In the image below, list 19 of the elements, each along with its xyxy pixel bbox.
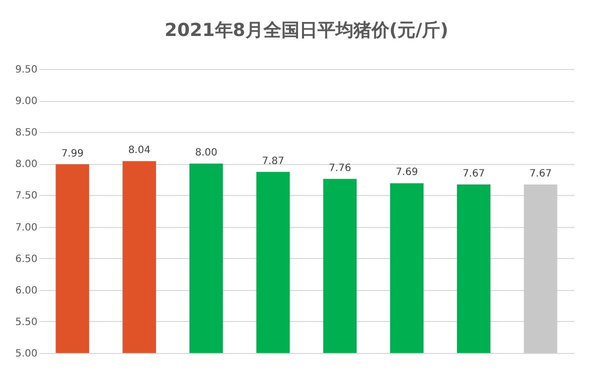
data-label: 7.87	[262, 156, 284, 167]
y-tick-label: 8.50	[15, 128, 38, 139]
data-label: 8.00	[195, 148, 218, 159]
y-tick-label: 8.00	[15, 159, 38, 170]
y-tick-label: 6.50	[15, 254, 38, 265]
data-label: 7.76	[328, 162, 352, 174]
data-label: 8.04	[128, 145, 150, 156]
y-tick-label: 5.50	[15, 316, 38, 328]
y-tick-label: 7.00	[15, 222, 38, 234]
y-tick-label: 6.00	[15, 285, 38, 296]
data-label: 7.99	[61, 148, 84, 160]
data-label: 7.67	[462, 168, 485, 180]
y-tick-label: 9.00	[15, 96, 38, 108]
data-label: 7.69	[396, 167, 418, 178]
chart-title: 2021年8月全国日平均猪价(元/斤)	[164, 20, 448, 41]
data-label: 7.67	[529, 168, 552, 180]
y-tick-label: 7.50	[15, 190, 38, 202]
y-tick-label: 9.50	[15, 64, 38, 76]
y-tick-label: 5.00	[15, 348, 38, 360]
